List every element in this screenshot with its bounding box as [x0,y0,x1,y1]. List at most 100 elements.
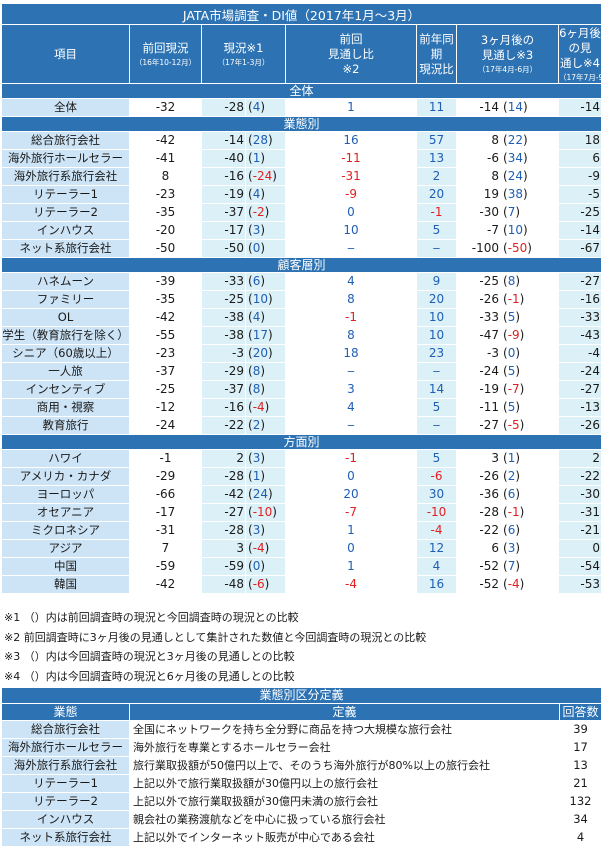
vs-last-year: 12 [416,539,457,558]
current-diff-value: -4 [252,541,265,555]
current-diff-value: 8 [252,364,261,378]
definition-row: 総合旅行会社 全国にネットワークを持ち全分野に商品を持つ大規模な旅行会社 39 [1,720,603,739]
current-value: 3 [201,539,246,558]
row-label: 商用・視察 [1,398,130,417]
definition-row: リテーラー1 上記以外で旅行業取扱額が30億円以上の旅行会社 21 [1,774,603,793]
vs-last-year: 5 [416,221,457,240]
forecast-6m: -67 [557,239,603,258]
forecast-3m-diff-value: 5 [507,364,516,378]
prev-value: 7 [129,539,202,558]
current-diff: (3) [245,521,286,540]
vs-forecast: 8 [285,290,417,309]
current-diff: (-4) [245,539,286,558]
vs-forecast: 4 [285,272,417,291]
column-header: 前回現況 （16年10-12月） [129,24,202,84]
forecast-3m-diff-value: -4 [507,577,520,591]
forecast-3m-diff-value: 22 [507,133,523,147]
response-count: 34 [558,810,603,829]
vs-last-year: 10 [416,326,457,345]
current-value: -50 [201,239,246,258]
row-label: アジア [1,539,130,558]
current-value: -33 [201,272,246,291]
prev-value: -42 [129,308,202,327]
forecast-3m-diff: (7) [500,557,559,576]
definition-row: インハウス 親会社の業務渡航などを中心に扱っている旅行会社 34 [1,810,603,829]
vs-forecast: -31 [285,167,417,186]
vs-last-year: 10 [416,308,457,327]
current-diff: (10) [245,290,286,309]
forecast-3m-diff: (34) [500,149,559,168]
forecast-3m: -52 [456,557,501,576]
vs-forecast: -1 [285,308,417,327]
section-header: 顧客層別 [0,257,603,273]
vs-forecast: 4 [285,398,417,417]
forecast-3m-diff-value: 6 [507,487,516,501]
forecast-6m: -24 [557,362,603,381]
definition-row: リテーラー2 上記以外で旅行業取扱額が30億円未満の旅行会社 132 [1,792,603,811]
vs-last-year: 4 [416,557,457,576]
row-label: OL [1,308,130,327]
current-diff-value: 3 [252,523,261,537]
current-diff: (24) [245,485,286,504]
column-header: 前年同期 現況比 [416,24,457,84]
forecast-6m: -26 [557,416,603,435]
prev-value: -25 [129,380,202,399]
prev-value: -42 [129,131,202,150]
table-row: ミクロネシア-31-28(3)1-4-22(6)-21(7) [1,521,603,540]
column-header-label: 前年同期 現況比 [419,31,454,76]
prev-value: -42 [129,575,202,594]
forecast-6m: -33 [557,308,603,327]
row-label: アメリカ・カナダ [1,467,130,486]
definition-text: 全国にネットワークを持ち全分野に商品を持つ大規模な旅行会社 [129,720,560,739]
definition-title: 業態別区分定義 [0,687,603,704]
definition-column-header: 定義 [129,703,560,721]
definition-label: 海外旅行系旅行会社 [1,756,130,775]
current-diff-value: 4 [252,187,261,201]
forecast-3m-diff: (3) [500,539,559,558]
vs-forecast: 0 [285,467,417,486]
forecast-6m: -30 [557,485,603,504]
row-label: インハウス [1,221,130,240]
forecast-3m-diff-value: -5 [507,418,520,432]
section-title: 方面別 [0,434,603,450]
row-label: ハワイ [1,449,130,468]
forecast-3m: -24 [456,362,501,381]
forecast-3m-diff: (5) [500,398,559,417]
vs-forecast: 0 [285,539,417,558]
table-row: リテーラー2-35-37(-2)0-1-30(7)-25(12) [1,203,603,222]
forecast-3m: -26 [456,290,501,309]
footnote: ※4 （）内は今回調査時の現況と6ヶ月後の見通しとの比較 [4,669,295,683]
current-diff: (-6) [245,575,286,594]
vs-forecast: 3 [285,380,417,399]
definition-column-header: 業態 [1,703,130,721]
vs-last-year: ‒ [416,239,457,258]
vs-forecast: ‒ [285,416,417,435]
forecast-6m: -27 [557,380,603,399]
forecast-3m-diff-value: 6 [507,523,516,537]
forecast-3m-diff-value: 1 [507,451,516,465]
row-label: 学生（教育旅行を除く） [1,326,130,345]
current-diff: (-24) [245,167,286,186]
forecast-6m: -13 [557,398,603,417]
current-value: -16 [201,398,246,417]
forecast-6m: -27 [557,272,603,291]
response-count: 21 [558,774,603,793]
prev-value: -23 [129,185,202,204]
forecast-3m-diff: (-4) [500,575,559,594]
row-label: リテーラー1 [1,185,130,204]
vs-last-year: 57 [416,131,457,150]
forecast-3m: -19 [456,380,501,399]
row-label: ヨーロッパ [1,485,130,504]
vs-forecast: 1 [285,98,417,117]
prev-value: -31 [129,521,202,540]
current-diff-value: -4 [252,400,265,414]
current-diff: (1) [245,149,286,168]
table-row: ハネムーン-39-33(6)49-25(8)-27(6) [1,272,603,291]
prev-value: -59 [129,557,202,576]
current-diff: (28) [245,131,286,150]
row-label: 全体 [1,98,130,117]
